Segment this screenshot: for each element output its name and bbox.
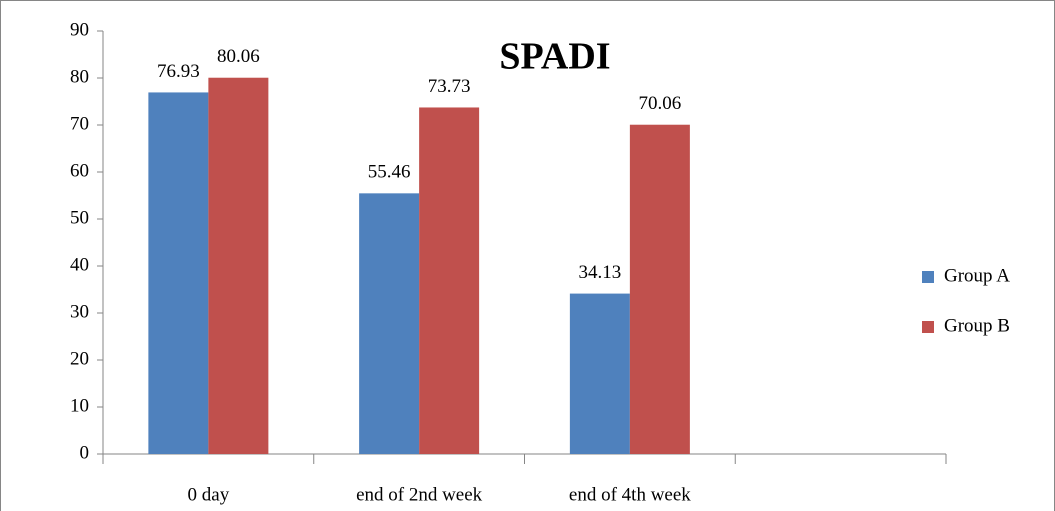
x-tick-label: end of 4th week <box>569 484 691 505</box>
data-label: 55.46 <box>368 162 411 183</box>
y-tick-label: 0 <box>80 442 90 463</box>
legend-swatch <box>922 321 934 333</box>
legend-swatch <box>922 271 934 283</box>
y-tick-label: 80 <box>70 66 89 87</box>
bar <box>208 77 269 454</box>
y-tick-label: 60 <box>70 160 89 181</box>
chart-title: SPADI <box>499 36 610 78</box>
x-tick-label: 0 day <box>188 484 230 505</box>
data-label: 73.73 <box>428 76 471 97</box>
data-label: 80.06 <box>217 46 260 67</box>
legend-label: Group B <box>944 315 1010 336</box>
data-label: 70.06 <box>639 93 682 114</box>
y-tick-label: 90 <box>70 19 89 40</box>
bar <box>419 107 480 455</box>
y-tick-label: 40 <box>70 254 89 275</box>
y-tick-label: 20 <box>70 348 89 369</box>
x-tick-label: end of 2nd week <box>356 484 483 505</box>
legend-label: Group A <box>944 265 1010 286</box>
bar <box>148 92 209 454</box>
y-tick-label: 70 <box>70 113 89 134</box>
y-tick-label: 10 <box>70 395 89 416</box>
y-tick-label: 50 <box>70 207 89 228</box>
bar <box>569 293 630 454</box>
data-label: 76.93 <box>157 61 200 82</box>
data-label: 34.13 <box>579 262 622 283</box>
bar <box>629 124 690 454</box>
y-tick-label: 30 <box>70 301 89 322</box>
bar <box>359 193 420 454</box>
